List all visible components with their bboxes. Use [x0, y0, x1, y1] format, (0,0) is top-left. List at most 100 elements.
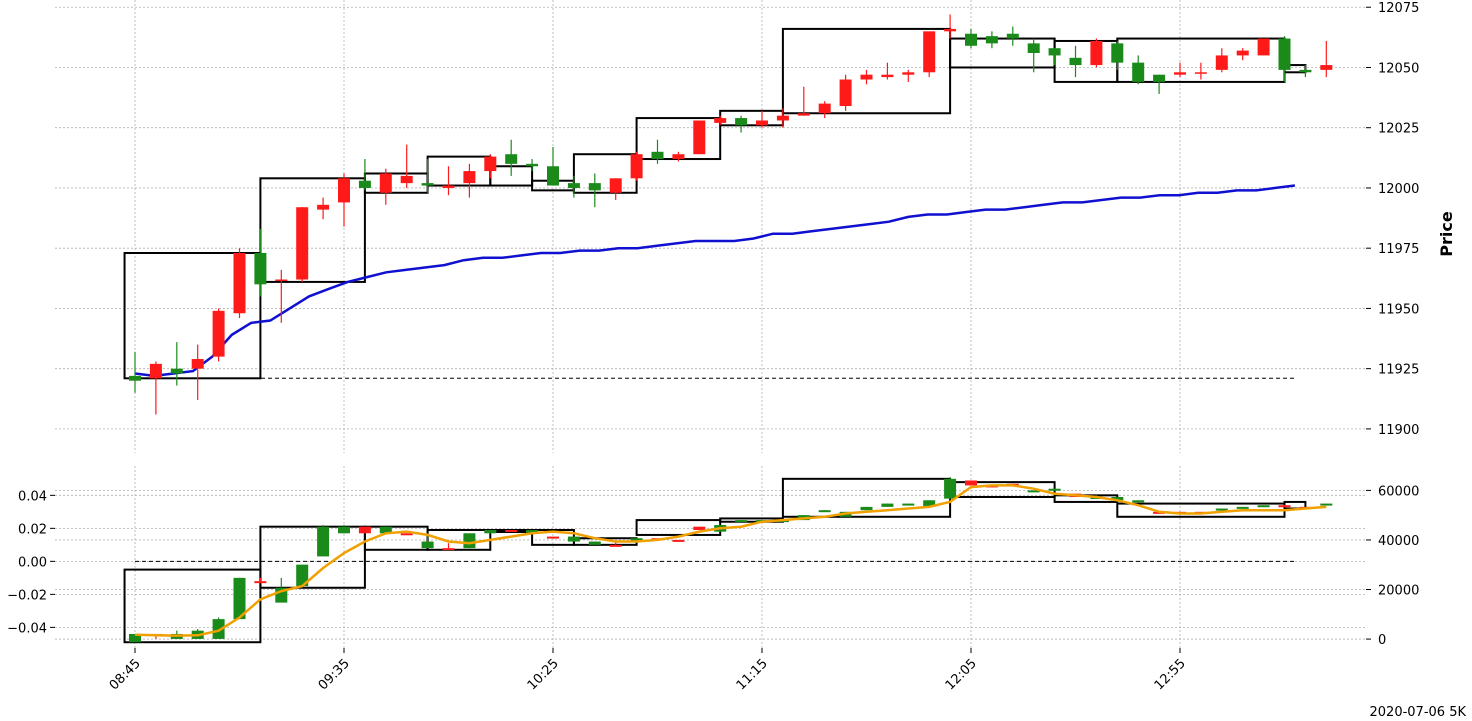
- price-y-tick-label: 12075: [1378, 1, 1419, 16]
- price-candle-body: [254, 253, 267, 285]
- price-candle-body: [693, 120, 706, 155]
- price-y-tick-label: 12050: [1378, 61, 1419, 76]
- price-candle-body: [296, 207, 309, 280]
- indicator-candle-body: [965, 480, 977, 486]
- price-candle-body: [129, 375, 141, 381]
- indicator-candle-body: [526, 529, 539, 534]
- vwap-line: [134, 184, 1296, 378]
- indicator-candle-body: [317, 526, 330, 557]
- price-box: [426, 155, 492, 187]
- price-candle-body: [735, 118, 748, 126]
- indicator-candle-body: [1320, 503, 1333, 506]
- price-candle-body: [484, 156, 497, 172]
- indicator-candle-body: [1027, 490, 1040, 493]
- price-candle-body: [547, 166, 559, 186]
- indicator-box: [259, 525, 366, 589]
- price-candle-body: [860, 74, 873, 80]
- time-axis-ticks: 08:45 09:35 10:25 11:15 12:05 12:55: [107, 648, 1189, 693]
- x-tick-label: 09:35: [316, 656, 353, 693]
- indicator-candle-body: [1111, 496, 1124, 501]
- price-candle-body: [1027, 43, 1040, 54]
- indicator-candle-body: [212, 619, 225, 639]
- indicator-candle-body: [630, 538, 643, 542]
- price-y-tick-label: 12000: [1378, 182, 1419, 197]
- price-candle-body: [756, 120, 768, 126]
- smoothed-line: [134, 484, 1327, 637]
- indicator-left-tick-label: 0.00: [18, 555, 47, 570]
- indicator-candle-body: [379, 526, 392, 534]
- price-candle-body: [149, 363, 162, 379]
- x-tick-label: 11:15: [734, 656, 771, 693]
- indicator-candle-body: [923, 500, 936, 507]
- price-candle-body: [567, 183, 580, 188]
- x-tick-label: 08:45: [107, 656, 144, 693]
- indicator-candle-body: [463, 533, 476, 549]
- price-candle-body: [400, 175, 413, 184]
- indicator-right-tick-label: 60000: [1378, 484, 1419, 499]
- price-y-tick-label: 11975: [1378, 242, 1419, 257]
- price-candle-body: [1153, 74, 1166, 82]
- price-candles: [129, 14, 1333, 415]
- price-candle-body: [902, 72, 915, 75]
- price-candle-body: [275, 279, 288, 282]
- indicator-candle-body: [547, 536, 559, 539]
- indicator-left-tick-label: −0.02: [7, 588, 47, 603]
- x-tick-label: 10:25: [525, 656, 562, 693]
- price-candle-body: [714, 118, 727, 123]
- price-candle-body: [818, 103, 831, 114]
- price-candle-body: [1048, 48, 1061, 56]
- indicator-candle-body: [735, 520, 748, 523]
- indicator-left-ticks: −0.04 −0.02 0.00 0.02 0.04: [7, 489, 55, 636]
- indicator-candle-body: [881, 503, 894, 507]
- price-candle-body: [797, 113, 810, 116]
- indicator-candle-body: [233, 577, 246, 620]
- price-candle-body: [588, 183, 601, 191]
- indicator-candle-body: [672, 539, 685, 542]
- price-candle-body: [1299, 69, 1312, 73]
- indicator-candle-body: [1236, 506, 1249, 509]
- price-candle-body: [526, 163, 539, 167]
- indicator-candle-body: [1132, 500, 1145, 503]
- indicator-candle-body: [358, 526, 371, 534]
- indicator-candle-body: [421, 541, 434, 549]
- price-candle-body: [1174, 72, 1186, 75]
- price-candle-body: [672, 154, 685, 160]
- price-candle-body: [1069, 57, 1082, 66]
- price-axis-label: Price: [1437, 211, 1456, 257]
- indicator-candle-body: [818, 510, 831, 513]
- indicator-candle-body: [129, 633, 141, 643]
- price-candle-body: [1111, 43, 1124, 63]
- price-candle-body: [881, 74, 894, 78]
- indicator-right-tick-label: 0: [1378, 633, 1386, 648]
- indicator-left-tick-label: 0.04: [18, 489, 47, 504]
- price-candle-body: [944, 28, 957, 32]
- price-candle-body: [442, 185, 455, 188]
- indicator-box: [635, 519, 722, 536]
- price-candle-body: [985, 36, 998, 44]
- price-candle-body: [317, 204, 330, 210]
- price-grid: [55, 0, 1366, 453]
- price-y-tick-label: 11925: [1378, 363, 1419, 378]
- price-y-tick-label: 12025: [1378, 122, 1419, 137]
- x-tick-label: 12:05: [943, 656, 980, 693]
- price-candle-body: [1090, 40, 1103, 66]
- price-candle-body: [505, 154, 518, 164]
- indicator-candle-body: [693, 526, 706, 530]
- indicator-right-tick-label: 20000: [1378, 584, 1419, 599]
- price-candle-body: [609, 178, 622, 193]
- price-boxes: [123, 27, 1307, 380]
- price-box: [719, 109, 784, 127]
- price-candle-body: [776, 115, 789, 121]
- price-candle-body: [1278, 38, 1291, 70]
- price-candle-body: [358, 180, 371, 188]
- indicator-candle-body: [588, 541, 601, 545]
- price-candle-body: [421, 183, 434, 186]
- indicator-left-tick-label: 0.02: [18, 522, 47, 537]
- price-candle-body: [1215, 55, 1228, 70]
- price-box: [781, 27, 952, 115]
- price-y-tick-label: 11900: [1378, 423, 1419, 438]
- indicator-candle-body: [484, 529, 497, 534]
- indicator-candle-body: [400, 533, 413, 536]
- price-panel: 11900 11925 11950 11975 12000 12025 12050 12075…: [55, 0, 1456, 453]
